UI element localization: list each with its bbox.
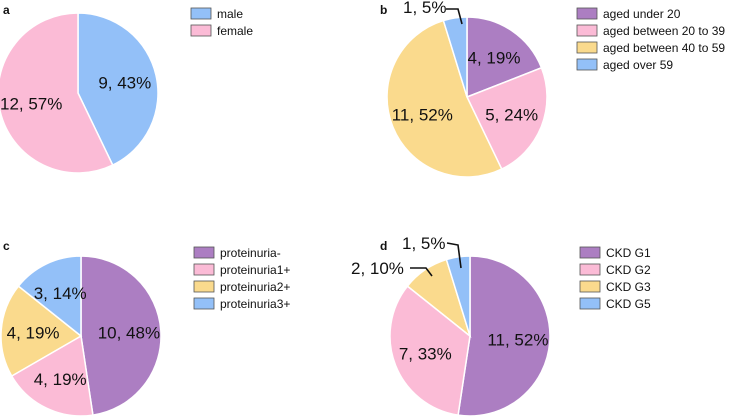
legend-entry: proteinuria2+ xyxy=(220,280,290,294)
legend-swatch xyxy=(190,24,212,37)
legend-swatch xyxy=(579,263,601,276)
legend-entry: proteinuria1+ xyxy=(220,263,290,277)
pie-slice xyxy=(386,19,503,178)
leader-line xyxy=(446,242,462,269)
legend-entry: proteinuria- xyxy=(220,246,281,260)
legend-swatch xyxy=(193,263,215,276)
pie-slice xyxy=(0,12,114,174)
legend-entry: CKD G2 xyxy=(606,263,651,277)
pie-slice xyxy=(389,285,471,416)
pie-panel-b: b 4, 19% 5, 24% 11, 52% 1, 5% aged under 20 ag… xyxy=(380,0,725,178)
slice-label: 3, 14% xyxy=(34,284,87,303)
slice-label: 5, 24% xyxy=(485,106,538,125)
legend-swatch xyxy=(576,24,598,37)
legend-entry: proteinuria3+ xyxy=(220,297,290,311)
legend-swatch xyxy=(193,280,215,293)
legend-swatch xyxy=(576,58,598,71)
pie-slice xyxy=(442,16,468,98)
slice-label: 9, 43% xyxy=(98,73,151,92)
pie-panel-c: c 10, 48% 4, 19% 4, 19% 3, 14% proteinuria-pr… xyxy=(0,239,290,416)
pie-panel-a: a 9, 43% 12, 57% male female xyxy=(0,3,253,174)
leader-line xyxy=(446,8,463,25)
legend-swatch xyxy=(579,246,601,259)
panel-letter: a xyxy=(3,3,10,17)
slice-label: 7, 33% xyxy=(399,345,452,364)
pie-slice xyxy=(0,285,83,378)
pie-slice xyxy=(77,12,159,167)
panel-letter: d xyxy=(380,239,387,253)
legend-swatch xyxy=(193,246,215,259)
slice-label: 10, 48% xyxy=(98,323,160,342)
slice-label: 11, 52% xyxy=(487,331,548,350)
leader-line xyxy=(410,267,433,277)
pie-slice xyxy=(465,66,548,171)
legend-entry: CKD G1 xyxy=(606,246,651,260)
slice-label: 4, 19% xyxy=(7,323,60,342)
pie-panel-d: d 11, 52% 7, 33% 1, 5% 2, 10% CKD G1 CKD G2 CKD… xyxy=(351,234,651,416)
slice-label: 11, 52% xyxy=(392,106,453,125)
pie-slice xyxy=(80,255,162,416)
pie-slice xyxy=(466,16,543,99)
legend-entry: CKD G5 xyxy=(606,297,651,311)
legend-entry: aged under 20 xyxy=(603,7,681,21)
legend-swatch xyxy=(576,7,598,20)
legend-entry: CKD G3 xyxy=(606,280,651,294)
legend-swatch xyxy=(190,7,212,20)
slice-label: 1, 5% xyxy=(402,234,445,253)
pie-slice xyxy=(445,255,471,337)
legend-entry: aged between 20 to 39 xyxy=(603,24,725,38)
pie-slice xyxy=(17,255,82,338)
legend-swatch xyxy=(193,297,215,310)
legend-entry: male xyxy=(217,7,243,21)
pie-slice xyxy=(457,255,551,416)
legend-entry: aged over 59 xyxy=(603,58,673,72)
panel-letter: c xyxy=(3,239,10,253)
legend-swatch xyxy=(579,297,601,310)
slice-label: 2, 10% xyxy=(351,259,404,278)
slice-label: 4, 19% xyxy=(34,370,87,389)
slice-label: 12, 57% xyxy=(0,95,62,114)
legend-swatch xyxy=(579,280,601,293)
legend-entry: aged between 40 to 59 xyxy=(603,41,725,55)
panel-letter: b xyxy=(380,3,387,17)
slice-label: 1, 5% xyxy=(403,0,446,17)
legend-swatch xyxy=(576,41,598,54)
legend-entry: female xyxy=(217,24,253,38)
slice-label: 4, 19% xyxy=(468,48,521,67)
